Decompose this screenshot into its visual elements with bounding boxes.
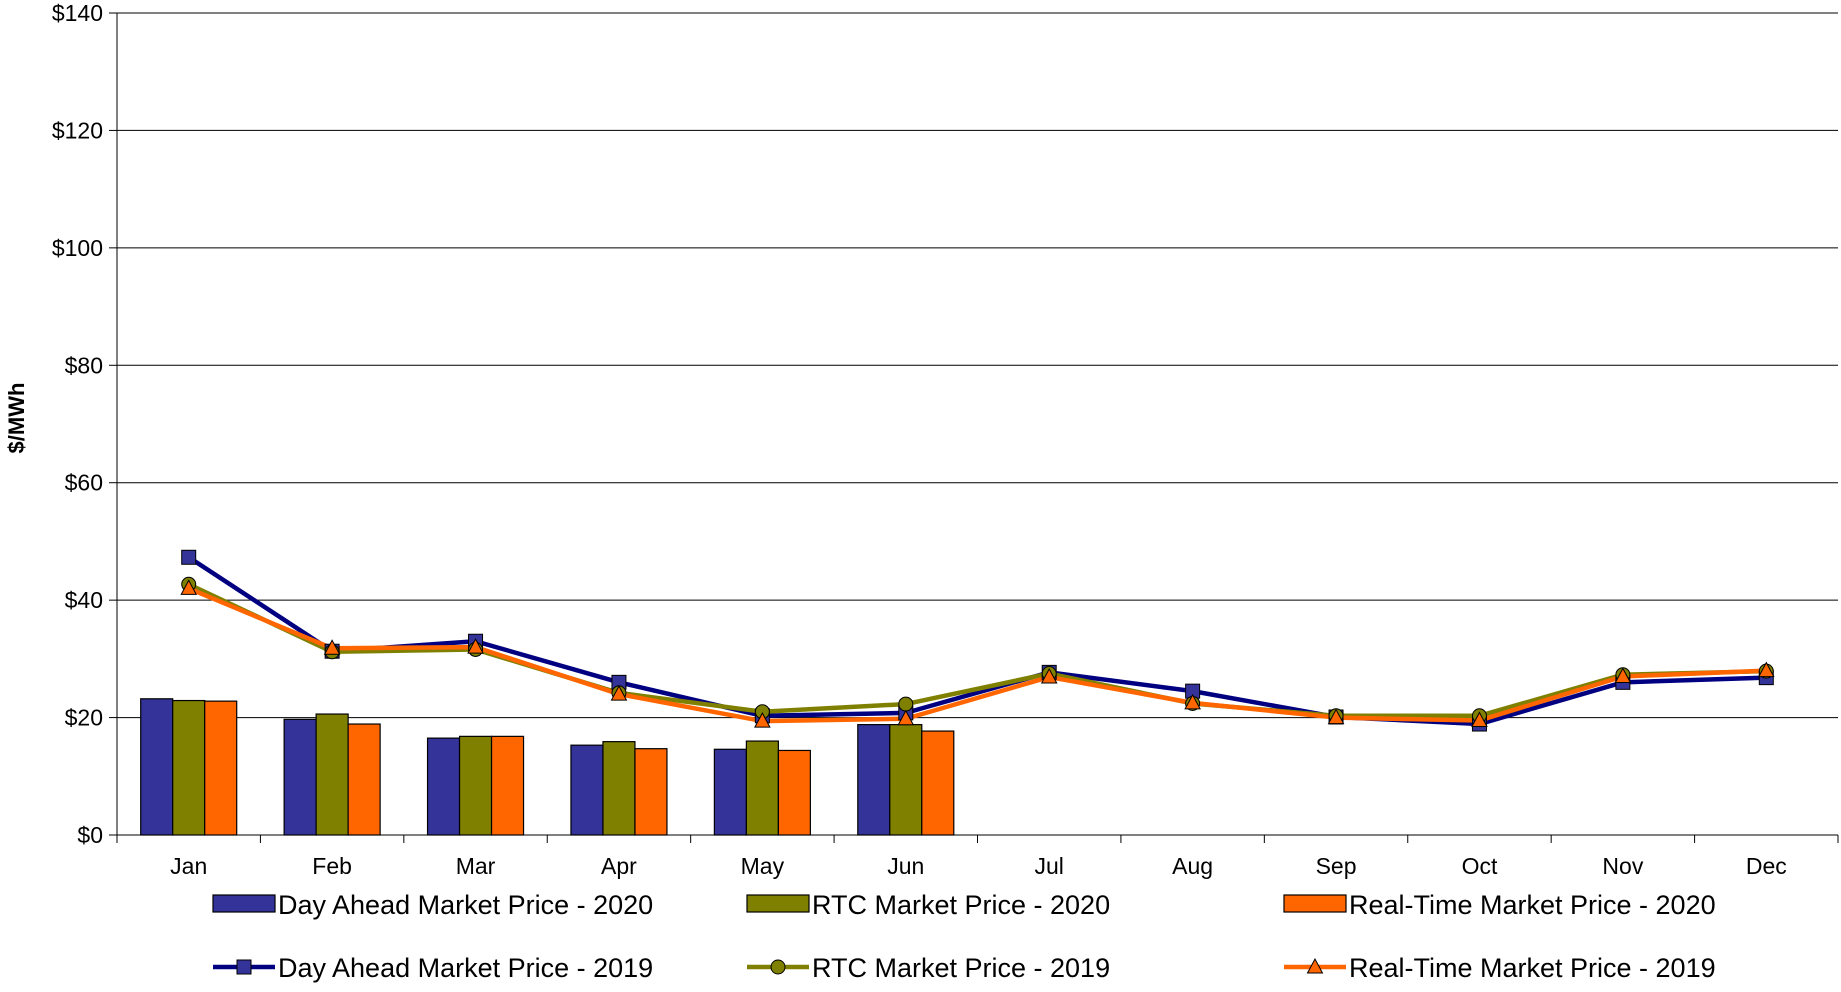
point-marker <box>323 639 341 655</box>
point-marker <box>1184 693 1201 710</box>
x-tick-label: Jan <box>170 853 207 879</box>
legend: Day Ahead Market Price - 2020 RTC Market … <box>212 890 1716 983</box>
series-line <box>187 586 1767 724</box>
x-tick-label: Oct <box>1462 853 1498 879</box>
point-marker <box>898 696 914 712</box>
legend-label: Day Ahead Market Price - 2020 <box>278 890 653 920</box>
bar <box>602 741 636 836</box>
point-marker <box>181 549 197 565</box>
bar <box>921 730 955 836</box>
bar <box>283 718 317 836</box>
bar <box>315 713 349 836</box>
legend-label: RTC Market Price - 2020 <box>812 890 1110 920</box>
bar <box>634 748 668 836</box>
legend-swatch <box>212 894 276 913</box>
y-tick-labels: $0 $20 $40 $60 $80 $100 $120 $140 <box>52 0 103 848</box>
x-tick-label: Feb <box>312 853 352 879</box>
point-marker <box>236 959 252 975</box>
x-tick-labels: Jan Feb Mar Apr May Jun Jul Aug Sep Oct Nov Dec <box>170 853 1787 879</box>
y-tick-label: $100 <box>52 235 103 261</box>
line-series-group <box>180 549 1775 732</box>
bar <box>745 740 779 836</box>
point-marker <box>1306 957 1324 974</box>
y-tick-label: $140 <box>52 0 103 26</box>
axes <box>109 12 1839 843</box>
x-tick-label: Apr <box>601 853 637 879</box>
x-tick-label: Dec <box>1746 853 1787 879</box>
point-marker <box>1040 667 1058 684</box>
bar <box>777 749 811 836</box>
bar <box>426 737 461 836</box>
legend-swatch <box>1283 894 1347 913</box>
y-tick-label: $60 <box>65 470 103 496</box>
legend-label: Real-Time Market Price - 2019 <box>1349 953 1716 983</box>
legend-label: Real-Time Market Price - 2020 <box>1349 890 1716 920</box>
point-marker <box>467 638 484 654</box>
x-tick-label: Nov <box>1602 853 1643 879</box>
y-axis-label: $/MWh <box>4 383 29 454</box>
y-tick-label: $0 <box>77 822 103 848</box>
bar <box>713 748 747 836</box>
bar <box>889 724 923 836</box>
legend-swatch <box>746 894 810 913</box>
point-marker <box>754 712 771 728</box>
y-tick-label: $40 <box>65 587 103 613</box>
point-marker <box>897 709 915 726</box>
bar <box>347 723 381 836</box>
legend-label: RTC Market Price - 2019 <box>812 953 1110 983</box>
point-marker <box>1757 661 1775 678</box>
bar <box>857 724 891 836</box>
bar <box>490 735 525 836</box>
point-marker <box>180 579 198 595</box>
x-tick-label: Mar <box>456 853 496 879</box>
series-line <box>187 555 1767 727</box>
x-tick-label: May <box>741 853 785 879</box>
bar <box>140 698 174 836</box>
y-tick-label: $80 <box>65 352 103 378</box>
series-line <box>187 582 1767 719</box>
x-tick-label: Aug <box>1172 853 1213 879</box>
point-marker <box>1614 667 1632 683</box>
bar <box>570 744 604 836</box>
x-tick-label: Jun <box>887 853 924 879</box>
bar-series-group <box>140 698 955 836</box>
point-marker <box>770 959 786 975</box>
bar <box>204 700 238 836</box>
gridlines <box>117 12 1838 719</box>
point-marker <box>1327 708 1345 725</box>
point-marker <box>1471 711 1488 728</box>
x-tick-label: Sep <box>1316 853 1357 879</box>
bar <box>172 699 206 836</box>
legend-label: Day Ahead Market Price - 2019 <box>278 953 653 983</box>
x-tick-label: Jul <box>1035 853 1064 879</box>
y-tick-label: $120 <box>52 117 103 143</box>
point-marker <box>610 685 628 701</box>
bar <box>458 735 493 836</box>
y-tick-label: $20 <box>65 705 103 731</box>
